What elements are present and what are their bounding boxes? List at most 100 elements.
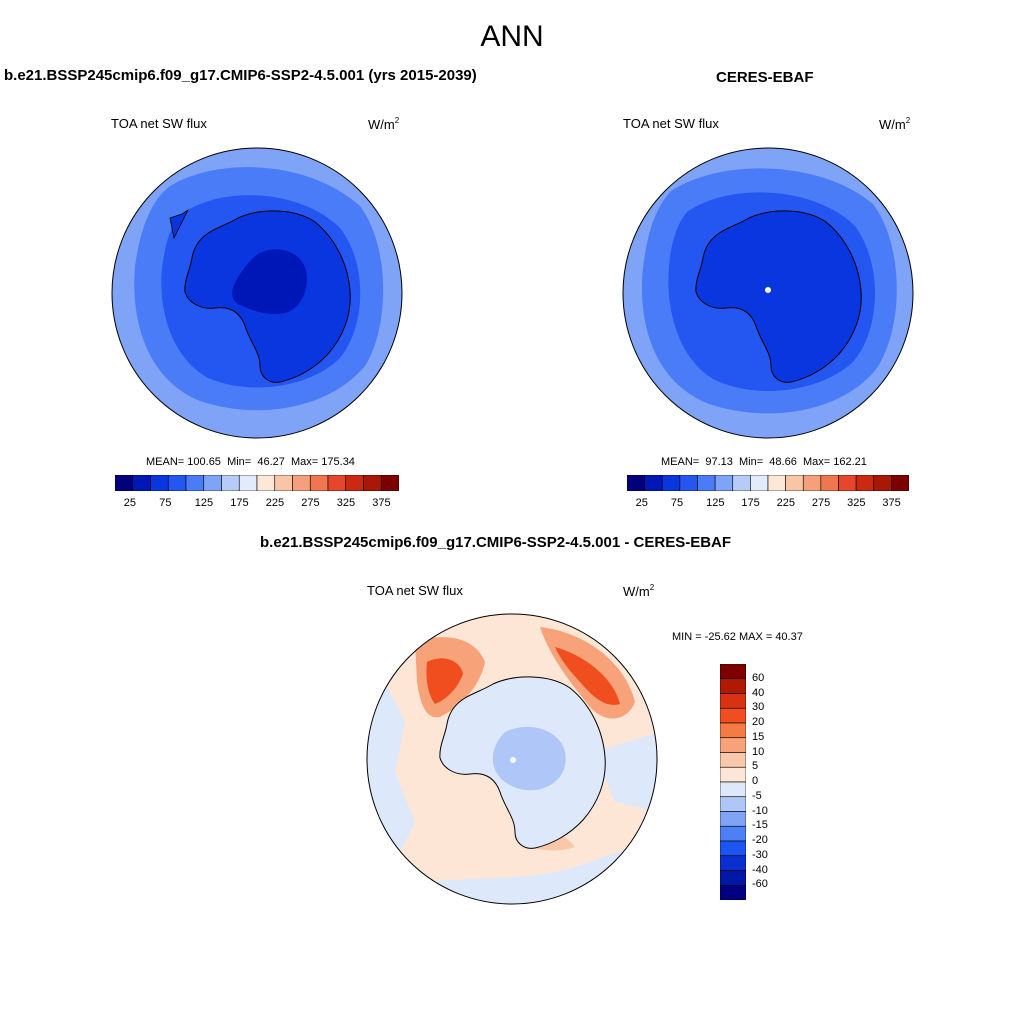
- colorbar-swatch: [767, 475, 786, 491]
- colorbar-swatch: [292, 475, 311, 491]
- colorbar-swatch: [644, 475, 663, 491]
- colorbar-swatch: [720, 796, 746, 812]
- colorbar-tick-label: -10: [752, 804, 768, 817]
- panel3-stats: MIN = -25.62 MAX = 40.37: [672, 631, 803, 643]
- colorbar-swatch: [627, 475, 645, 491]
- colorbar-tick-label: 40: [752, 686, 765, 699]
- colorbar-swatch: [720, 840, 746, 857]
- colorbar-tick-label: 0: [752, 775, 759, 787]
- colorbar-tick-label: 125: [706, 497, 725, 509]
- colorbar-swatch: [238, 475, 258, 491]
- colorbar-swatch: [855, 475, 875, 491]
- colorbar-swatch: [720, 693, 746, 709]
- panel1-stats: MEAN= 100.65 Min= 46.27 Max= 175.34: [146, 456, 355, 468]
- colorbar-swatch: [720, 722, 746, 739]
- panel3-polar-map: [366, 613, 658, 905]
- colorbar-swatch: [274, 475, 293, 491]
- colorbar-tick-label: 175: [741, 497, 760, 509]
- panel1-polar-map: [111, 147, 403, 439]
- colorbar-swatch: [714, 475, 734, 491]
- colorbar-swatch: [167, 475, 187, 491]
- colorbar-swatch: [720, 855, 746, 871]
- panel2-title: CERES-EBAF: [716, 69, 814, 86]
- colorbar-swatch: [732, 475, 751, 491]
- colorbar-tick-label: 125: [194, 497, 214, 509]
- colorbar-swatch: [345, 475, 364, 491]
- panel1-map-border: [111, 147, 403, 439]
- panel2-variable-label: TOA net SW flux: [623, 116, 719, 131]
- colorbar-swatch: [380, 475, 399, 491]
- colorbar-swatch: [720, 664, 746, 680]
- colorbar-swatch: [720, 707, 746, 724]
- colorbar-tick-label: -30: [752, 848, 768, 861]
- colorbar-swatch: [802, 475, 822, 491]
- panel3-pole-marker: [510, 757, 516, 763]
- panel2-units: W/m2: [879, 116, 911, 132]
- panel3-colorbar-ticks: 60 40 30 20 15 10 5 0 -5 -10 -15 -20 -30 -40 -60: [752, 664, 792, 900]
- colorbar-swatch: [820, 475, 839, 491]
- colorbar-swatch: [873, 475, 892, 491]
- panel3-title: b.e21.BSSP245cmip6.f09_g17.CMIP6-SSP2-4.…: [260, 534, 732, 551]
- colorbar-swatch: [720, 737, 746, 753]
- colorbar-swatch: [891, 475, 909, 491]
- panel1-plateau: [232, 249, 308, 315]
- colorbar-swatch: [661, 475, 681, 491]
- colorbar-tick-label: -60: [752, 878, 768, 891]
- panel1-units: W/m2: [368, 116, 400, 132]
- panel1-colorbar-ticks: 25 75 125 175 225 275 325 375: [115, 497, 399, 511]
- colorbar-tick-label: 75: [159, 497, 172, 509]
- colorbar-swatch: [363, 475, 382, 491]
- colorbar-tick-label: 20: [752, 716, 765, 728]
- panel3-west-blue: [367, 682, 415, 852]
- panel3-positive-east-core: [555, 647, 620, 705]
- colorbar-swatch: [697, 475, 716, 491]
- colorbar-tick-label: 5: [752, 760, 759, 773]
- colorbar-swatch: [221, 475, 240, 491]
- colorbar-swatch: [679, 475, 698, 491]
- colorbar-tick-label: 375: [372, 497, 391, 509]
- colorbar-swatch: [838, 475, 857, 491]
- panel2-pole-marker: [765, 287, 771, 293]
- colorbar-tick-label: 325: [847, 497, 866, 509]
- colorbar-tick-label: 10: [752, 745, 765, 758]
- panel1-title: b.e21.BSSP245cmip6.f09_g17.CMIP6-SSP2-4.…: [4, 67, 477, 84]
- colorbar-tick-label: -20: [752, 834, 768, 846]
- colorbar-swatch: [256, 475, 276, 491]
- panel2-colorbar-ticks: 25 75 125 175 225 275 325 375: [627, 497, 909, 511]
- panel3-units: W/m2: [623, 583, 655, 599]
- colorbar-tick-label: 60: [752, 671, 765, 684]
- colorbar-tick-label: 275: [811, 497, 831, 509]
- colorbar-tick-label: 175: [230, 497, 249, 509]
- colorbar-tick-label: -5: [752, 789, 762, 802]
- colorbar-swatch: [720, 752, 746, 768]
- colorbar-tick-label: 375: [882, 497, 901, 509]
- panel2-antarctica: [695, 210, 862, 383]
- panel1-peninsula: [169, 208, 190, 240]
- panel3-east-blue: [595, 732, 657, 812]
- colorbar-swatch: [750, 475, 769, 491]
- colorbar-tick-label: 15: [752, 730, 765, 743]
- colorbar-tick-label: 30: [752, 701, 765, 714]
- colorbar-swatch: [720, 825, 746, 842]
- panel3-positive-west-core: [426, 658, 463, 704]
- panel2-map-border: [622, 147, 914, 439]
- panel1-variable-label: TOA net SW flux: [111, 116, 207, 131]
- colorbar-tick-label: 75: [670, 497, 684, 509]
- colorbar-swatch: [720, 811, 746, 827]
- colorbar-tick-label: 275: [301, 497, 320, 509]
- panel3-colorbar: [720, 664, 746, 900]
- colorbar-swatch: [150, 475, 169, 491]
- colorbar-swatch: [720, 766, 746, 783]
- panel2-colorbar: [627, 475, 909, 491]
- colorbar-tick-label: -40: [752, 863, 768, 876]
- colorbar-tick-label: 25: [123, 497, 136, 509]
- colorbar-swatch: [785, 475, 804, 491]
- figure-title: ANN: [480, 20, 544, 53]
- colorbar-tick-label: 325: [336, 497, 356, 509]
- panel2-stats: MEAN= 97.13 Min= 48.66 Max= 162.21: [661, 456, 867, 468]
- colorbar-swatch: [185, 475, 205, 491]
- colorbar-swatch: [720, 870, 746, 886]
- colorbar-tick-label: 225: [776, 497, 795, 509]
- colorbar-swatch: [720, 781, 746, 798]
- panel3-variable-label: TOA net SW flux: [367, 583, 463, 598]
